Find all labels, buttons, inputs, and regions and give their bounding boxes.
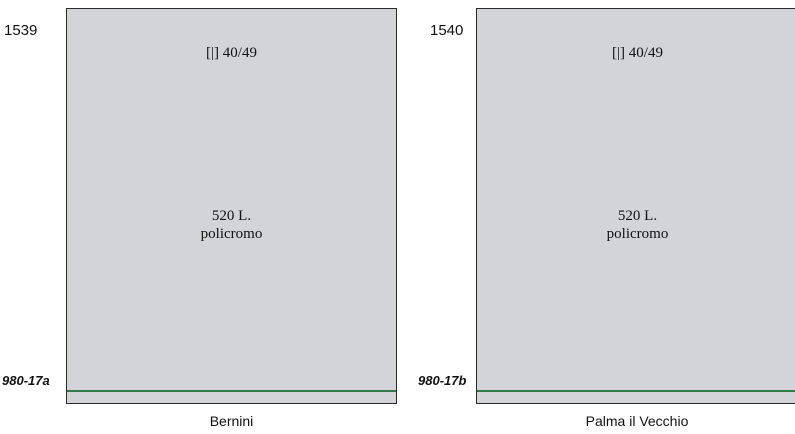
- stamp-code: 980-17a: [2, 373, 50, 388]
- catalog-entry-1540: 1540 [|] 40/49 520 L. policromo 980-17b …: [410, 0, 795, 434]
- bottom-divider-line: [67, 390, 396, 392]
- stamp-frame: [|] 40/49 520 L. policromo: [66, 8, 397, 404]
- catalog-entry-1539: 1539 [|] 40/49 520 L. policromo 980-17a …: [0, 0, 397, 434]
- print-type: policromo: [606, 226, 669, 242]
- stamp-value: 520 L.: [617, 208, 658, 224]
- stamp-frame: [|] 40/49 520 L. policromo: [476, 8, 795, 404]
- bottom-divider-line: [477, 390, 795, 392]
- perforation-label: [|] 40/49: [612, 45, 663, 61]
- stamp-caption: Bernini: [209, 413, 254, 429]
- stamp-caption: Palma il Vecchio: [585, 413, 689, 429]
- stamp-value-block: 520 L. policromo: [477, 207, 795, 243]
- catalog-number: 1539: [4, 22, 38, 39]
- print-type: policromo: [200, 226, 263, 242]
- stamp-value: 520 L.: [211, 208, 252, 224]
- catalog-number: 1540: [430, 22, 464, 39]
- stamp-code: 980-17b: [418, 373, 467, 388]
- stamp-value-block: 520 L. policromo: [67, 207, 396, 243]
- perforation-label: [|] 40/49: [206, 45, 257, 61]
